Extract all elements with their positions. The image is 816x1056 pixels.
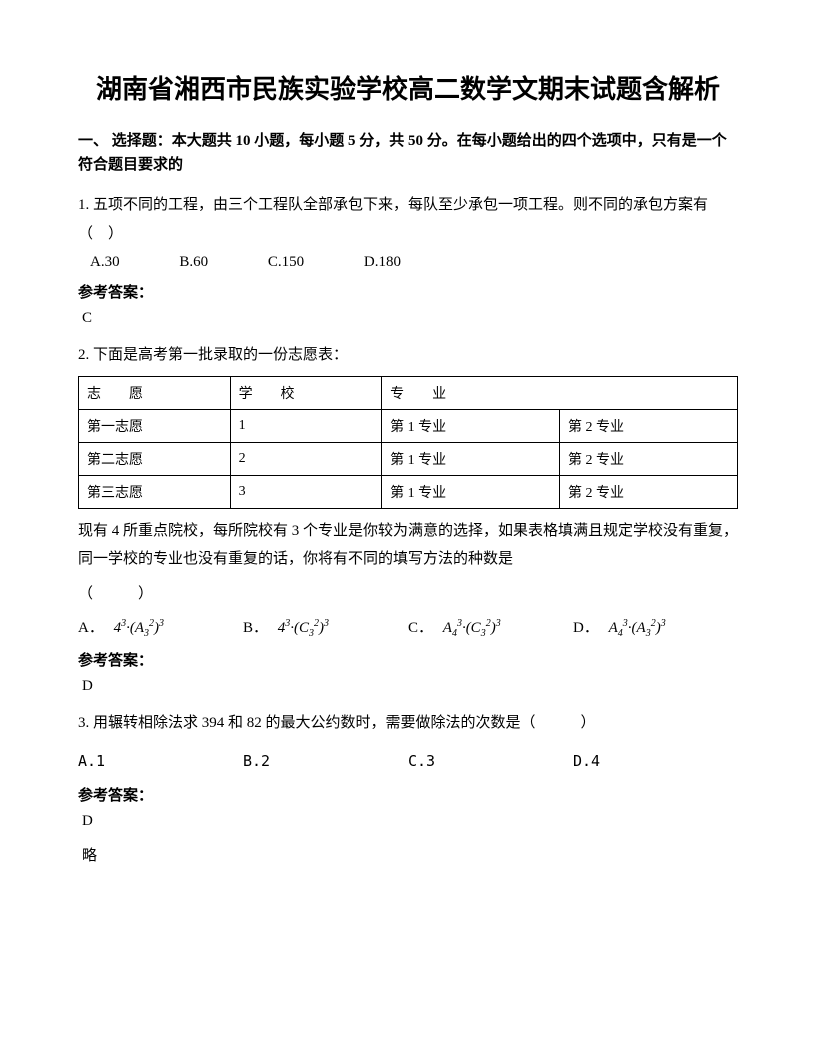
table-cell: 第 2 专业 <box>560 475 738 508</box>
table-cell: 3 <box>230 475 382 508</box>
section-intro: 一、 选择题：本大题共 10 小题，每小题 5 分，共 50 分。在每小题给出的… <box>78 129 738 177</box>
q1-answer-label: 参考答案： <box>78 281 738 302</box>
question-2-after: 现有 4 所重点院校，每所院校有 3 个专业是你较为满意的选择，如果表格填满且规… <box>78 517 738 574</box>
question-2-options: A． 43·(A32)3 B． 43·(C32)3 C． A43·(C32)3 … <box>78 616 738 639</box>
q3-option-c: C.3 <box>408 752 573 770</box>
question-3-options: A.1 B.2 C.3 D.4 <box>78 752 738 770</box>
table-cell: 第一志愿 <box>79 409 231 442</box>
table-cell: 学 校 <box>230 376 382 409</box>
table-row: 第一志愿 1 第 1 专业 第 2 专业 <box>79 409 738 442</box>
question-2-paren: （ ） <box>78 580 738 609</box>
table-cell: 第 2 专业 <box>560 409 738 442</box>
q2-option-c: C． A43·(C32)3 <box>408 616 573 639</box>
q2-option-a-formula: 43·(A32)3 <box>114 620 164 636</box>
q2-option-b-formula: 43·(C32)3 <box>278 620 329 636</box>
q2-option-b: B． 43·(C32)3 <box>243 616 408 639</box>
table-cell: 第 1 专业 <box>382 475 560 508</box>
q1-option-d: D.180 <box>364 254 401 271</box>
question-2: 2. 下面是高考第一批录取的一份志愿表： <box>78 341 738 370</box>
q1-answer: C <box>82 310 738 327</box>
table-cell: 第三志愿 <box>79 475 231 508</box>
q3-answer-label: 参考答案： <box>78 784 738 805</box>
page-title: 湖南省湘西市民族实验学校高二数学文期末试题含解析 <box>78 70 738 109</box>
q2-option-b-label: B． <box>243 620 268 636</box>
q1-option-b: B.60 <box>179 254 208 271</box>
q3-option-b: B.2 <box>243 752 408 770</box>
table-row: 第二志愿 2 第 1 专业 第 2 专业 <box>79 442 738 475</box>
table-cell: 2 <box>230 442 382 475</box>
table-row: 志 愿 学 校 专 业 <box>79 376 738 409</box>
q2-option-d-formula: A43·(A32)3 <box>609 620 666 636</box>
q2-option-c-formula: A43·(C32)3 <box>443 620 501 636</box>
table-cell: 1 <box>230 409 382 442</box>
q3-answer: D <box>82 813 738 830</box>
q3-note: 略 <box>82 844 738 865</box>
question-3: 3. 用辗转相除法求 394 和 82 的最大公约数时，需要做除法的次数是（ ） <box>78 709 738 738</box>
q2-option-d-label: D． <box>573 620 599 636</box>
q3-option-a: A.1 <box>78 752 243 770</box>
q2-option-a-label: A． <box>78 620 104 636</box>
table-cell: 第二志愿 <box>79 442 231 475</box>
table-cell: 第 1 专业 <box>382 409 560 442</box>
document-page: 湖南省湘西市民族实验学校高二数学文期末试题含解析 一、 选择题：本大题共 10 … <box>0 0 816 919</box>
table-cell: 第 2 专业 <box>560 442 738 475</box>
question-1-options: A.30 B.60 C.150 D.180 <box>90 254 738 271</box>
q1-option-c: C.150 <box>268 254 304 271</box>
q2-table: 志 愿 学 校 专 业 第一志愿 1 第 1 专业 第 2 专业 第二志愿 2 … <box>78 376 738 509</box>
q2-answer: D <box>82 678 738 695</box>
q2-option-a: A． 43·(A32)3 <box>78 616 243 639</box>
q2-option-c-label: C． <box>408 620 433 636</box>
question-1: 1. 五项不同的工程，由三个工程队全部承包下来，每队至少承包一项工程。则不同的承… <box>78 191 738 248</box>
table-row: 第三志愿 3 第 1 专业 第 2 专业 <box>79 475 738 508</box>
table-cell: 志 愿 <box>79 376 231 409</box>
q3-option-d: D.4 <box>573 752 738 770</box>
table-cell: 专 业 <box>382 376 738 409</box>
q1-option-a: A.30 <box>90 254 120 271</box>
q2-option-d: D． A43·(A32)3 <box>573 616 738 639</box>
table-cell: 第 1 专业 <box>382 442 560 475</box>
q2-answer-label: 参考答案： <box>78 649 738 670</box>
